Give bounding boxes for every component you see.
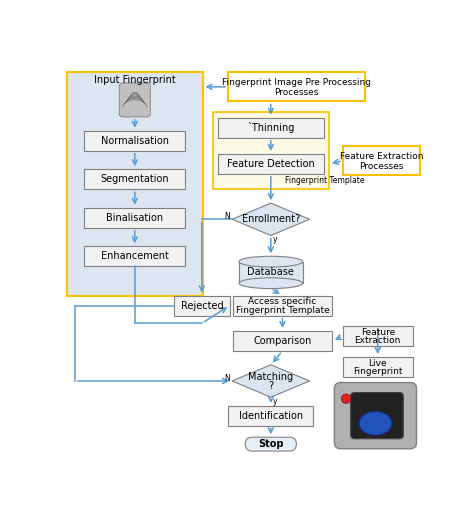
Text: Live: Live [368, 359, 387, 368]
Text: Input Fingerprint: Input Fingerprint [94, 75, 176, 85]
Text: y: y [273, 235, 277, 244]
FancyBboxPatch shape [228, 72, 365, 101]
Text: Stop: Stop [258, 439, 283, 449]
Text: Enhancement: Enhancement [101, 251, 169, 261]
Text: N: N [225, 212, 230, 222]
Ellipse shape [239, 278, 302, 289]
Text: Feature Extraction: Feature Extraction [340, 152, 423, 161]
Polygon shape [232, 203, 310, 236]
Text: Fingerprint: Fingerprint [353, 367, 402, 376]
FancyBboxPatch shape [239, 262, 302, 283]
FancyBboxPatch shape [213, 112, 329, 189]
Text: Normalisation: Normalisation [101, 136, 169, 146]
Ellipse shape [239, 256, 302, 267]
Text: Comparison: Comparison [253, 336, 311, 346]
FancyBboxPatch shape [84, 208, 185, 228]
Circle shape [341, 394, 351, 403]
Text: Extraction: Extraction [355, 336, 401, 346]
FancyBboxPatch shape [343, 326, 413, 346]
FancyBboxPatch shape [343, 357, 413, 377]
Text: Fingerprint Template: Fingerprint Template [236, 306, 329, 315]
FancyBboxPatch shape [351, 393, 403, 439]
Text: Processes: Processes [359, 162, 404, 170]
FancyBboxPatch shape [84, 246, 185, 266]
FancyBboxPatch shape [334, 382, 417, 449]
FancyBboxPatch shape [218, 118, 324, 138]
Polygon shape [232, 365, 310, 397]
FancyBboxPatch shape [343, 146, 420, 176]
Text: Enrollment?: Enrollment? [242, 215, 300, 224]
Text: Binalisation: Binalisation [106, 213, 164, 223]
FancyBboxPatch shape [174, 295, 230, 315]
FancyBboxPatch shape [119, 83, 150, 117]
FancyBboxPatch shape [84, 131, 185, 151]
Text: Matching: Matching [248, 372, 293, 382]
FancyBboxPatch shape [228, 406, 313, 425]
FancyBboxPatch shape [233, 295, 332, 315]
FancyBboxPatch shape [245, 437, 296, 451]
Text: Identification: Identification [239, 411, 303, 421]
FancyBboxPatch shape [67, 72, 202, 295]
Text: Processes: Processes [274, 88, 319, 97]
Text: N: N [225, 374, 230, 383]
Text: Database: Database [247, 267, 294, 278]
FancyBboxPatch shape [233, 331, 332, 351]
Text: ?: ? [268, 380, 273, 391]
FancyBboxPatch shape [218, 154, 324, 174]
Text: `Thinning: `Thinning [247, 122, 294, 133]
Text: Feature Detection: Feature Detection [227, 159, 315, 169]
Text: Fingerprint Template: Fingerprint Template [285, 176, 365, 184]
FancyBboxPatch shape [84, 169, 185, 189]
Text: Feature: Feature [361, 328, 395, 337]
Text: Segmentation: Segmentation [100, 174, 169, 184]
Ellipse shape [359, 412, 392, 435]
Text: y: y [273, 396, 277, 406]
Text: Rejected: Rejected [181, 301, 223, 311]
Text: Access specific: Access specific [248, 297, 317, 306]
Text: Fingerprint Image Pre Processing: Fingerprint Image Pre Processing [222, 78, 371, 87]
